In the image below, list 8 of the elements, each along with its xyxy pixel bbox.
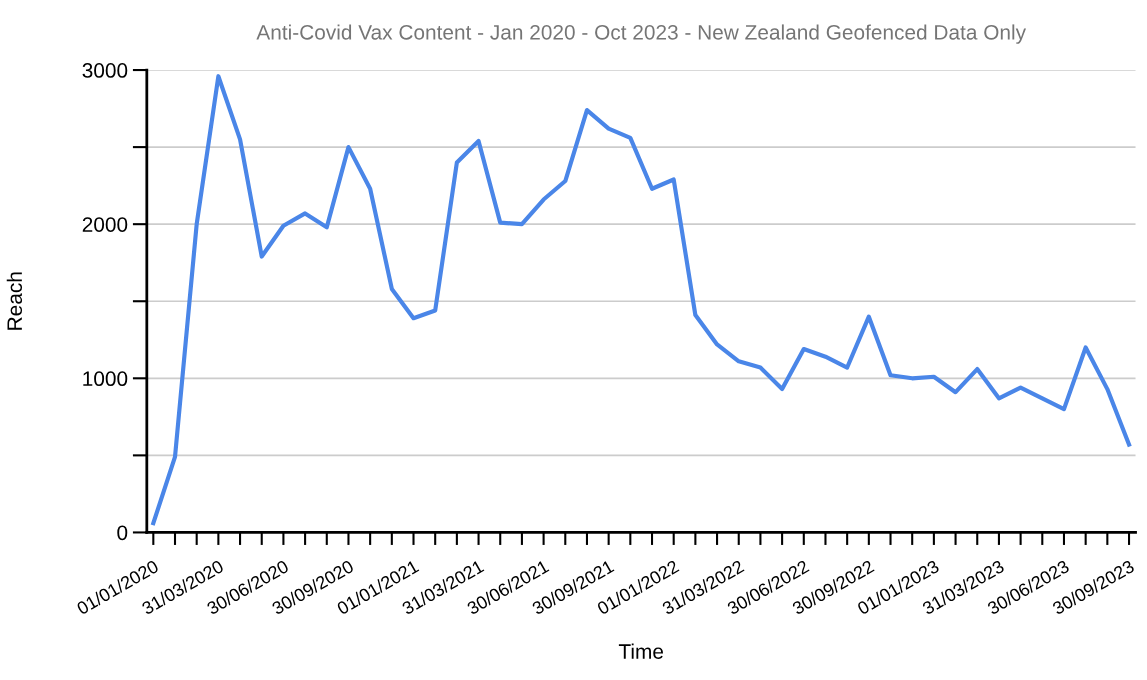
y-tick-label: 1000: [83, 371, 128, 387]
line-series: [151, 74, 1132, 526]
chart-title: Anti-Covid Vax Content - Jan 2020 - Oct 2023 - New Zealand Geofenced Data Only: [256, 24, 1027, 44]
y-tick-label: 3000: [82, 63, 128, 78]
y-tick-label: 0: [117, 525, 128, 541]
y-axis-title: Reach: [6, 272, 23, 330]
y-tick-label: 2000: [82, 217, 128, 232]
x-axis-title: Time: [618, 643, 664, 659]
